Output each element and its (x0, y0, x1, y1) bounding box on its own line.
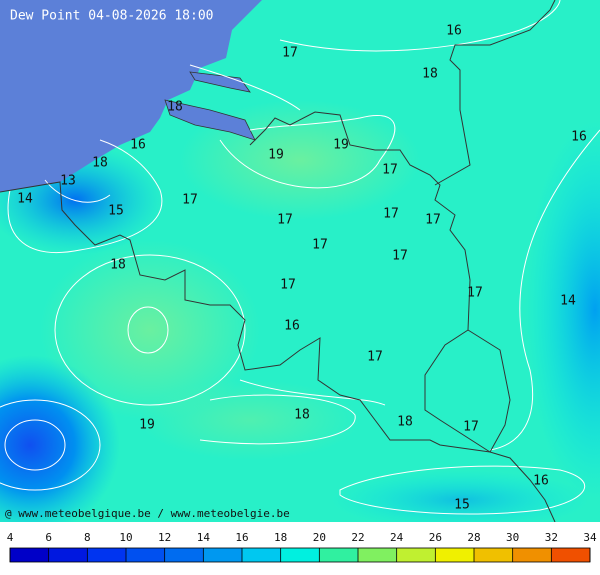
contour-label: 17 (182, 193, 198, 208)
contour-label: 17 (425, 213, 441, 228)
colorbar-segment (203, 548, 242, 562)
colorbar-segment (87, 548, 126, 562)
colorbar-tick-label: 4 (7, 531, 14, 544)
contour-label: 17 (382, 163, 398, 178)
contour-label: 17 (392, 249, 408, 264)
contour-label: 17 (277, 213, 293, 228)
colorbar-tick-label: 14 (197, 531, 211, 544)
colorbar-segment (10, 548, 49, 562)
contour-label: 18 (110, 258, 126, 273)
colorbar-segment (48, 548, 88, 562)
contour-label: 17 (463, 420, 479, 435)
contour-label: 17 (312, 238, 328, 253)
colorbar-tick-label: 8 (84, 531, 91, 544)
colorbar-segment (164, 548, 204, 562)
contour-label: 17 (282, 46, 298, 61)
colorbar-tick-label: 26 (429, 531, 442, 544)
colorbar-tick-label: 12 (158, 531, 171, 544)
sea (0, 0, 262, 192)
colorbar-segment (435, 548, 474, 562)
contour-label: 15 (108, 204, 124, 219)
contour-label: 17 (367, 350, 383, 365)
contour-label: 19 (139, 418, 155, 433)
contour-label: 13 (60, 174, 76, 189)
colorbar-tick-label: 20 (313, 531, 326, 544)
colorbar-tick-label: 6 (45, 531, 52, 544)
colorbar-tick-label: 30 (506, 531, 519, 544)
colorbar-segment (280, 548, 320, 562)
colorbar-segment (126, 548, 165, 562)
colorbar-segment (319, 548, 358, 562)
credit: @ www.meteobelgique.be / www.meteobelgie… (5, 507, 290, 520)
colorbar-segment (396, 548, 436, 562)
colorbar-tick-label: 24 (390, 531, 404, 544)
contour-label: 16 (533, 474, 549, 489)
contour-label: 16 (446, 24, 462, 39)
estuaries (164, 71, 256, 141)
colorbar-tick-label: 22 (351, 531, 364, 544)
colorbar-segment (474, 548, 513, 562)
contours (0, 0, 600, 515)
colorbar-tick-label: 34 (583, 531, 597, 544)
colorbar-tick-label: 28 (467, 531, 480, 544)
colorbar-segment (242, 548, 281, 562)
contour-label: 17 (467, 286, 483, 301)
title: Dew Point 04-08-2026 18:00 (10, 9, 214, 24)
colorbar-segment (551, 548, 590, 562)
contour-label: 16 (571, 130, 587, 145)
contour-label: 16 (284, 319, 300, 334)
contour-label: 18 (294, 408, 310, 423)
contour-label: 18 (397, 415, 413, 430)
colorbar-tick-label: 16 (235, 531, 248, 544)
colorbar-tick-label: 10 (119, 531, 132, 544)
contour-label: 14 (560, 294, 576, 309)
colorbar-tick-label: 18 (274, 531, 287, 544)
colorbar-segment (358, 548, 397, 562)
colorbar-segment (512, 548, 552, 562)
borders (0, 0, 556, 523)
contour-label: 16 (130, 138, 146, 153)
colorbar-tick-label: 32 (545, 531, 558, 544)
contour-label: 15 (454, 498, 470, 513)
contour-label: 18 (92, 156, 108, 171)
contour-label: 18 (422, 67, 438, 82)
contour-label: 18 (167, 100, 183, 115)
contour-label: 14 (17, 192, 33, 207)
contour-label: 19 (268, 148, 284, 163)
contour-label: 19 (333, 138, 349, 153)
contour-label: 17 (383, 207, 399, 222)
contour-label: 17 (280, 278, 296, 293)
